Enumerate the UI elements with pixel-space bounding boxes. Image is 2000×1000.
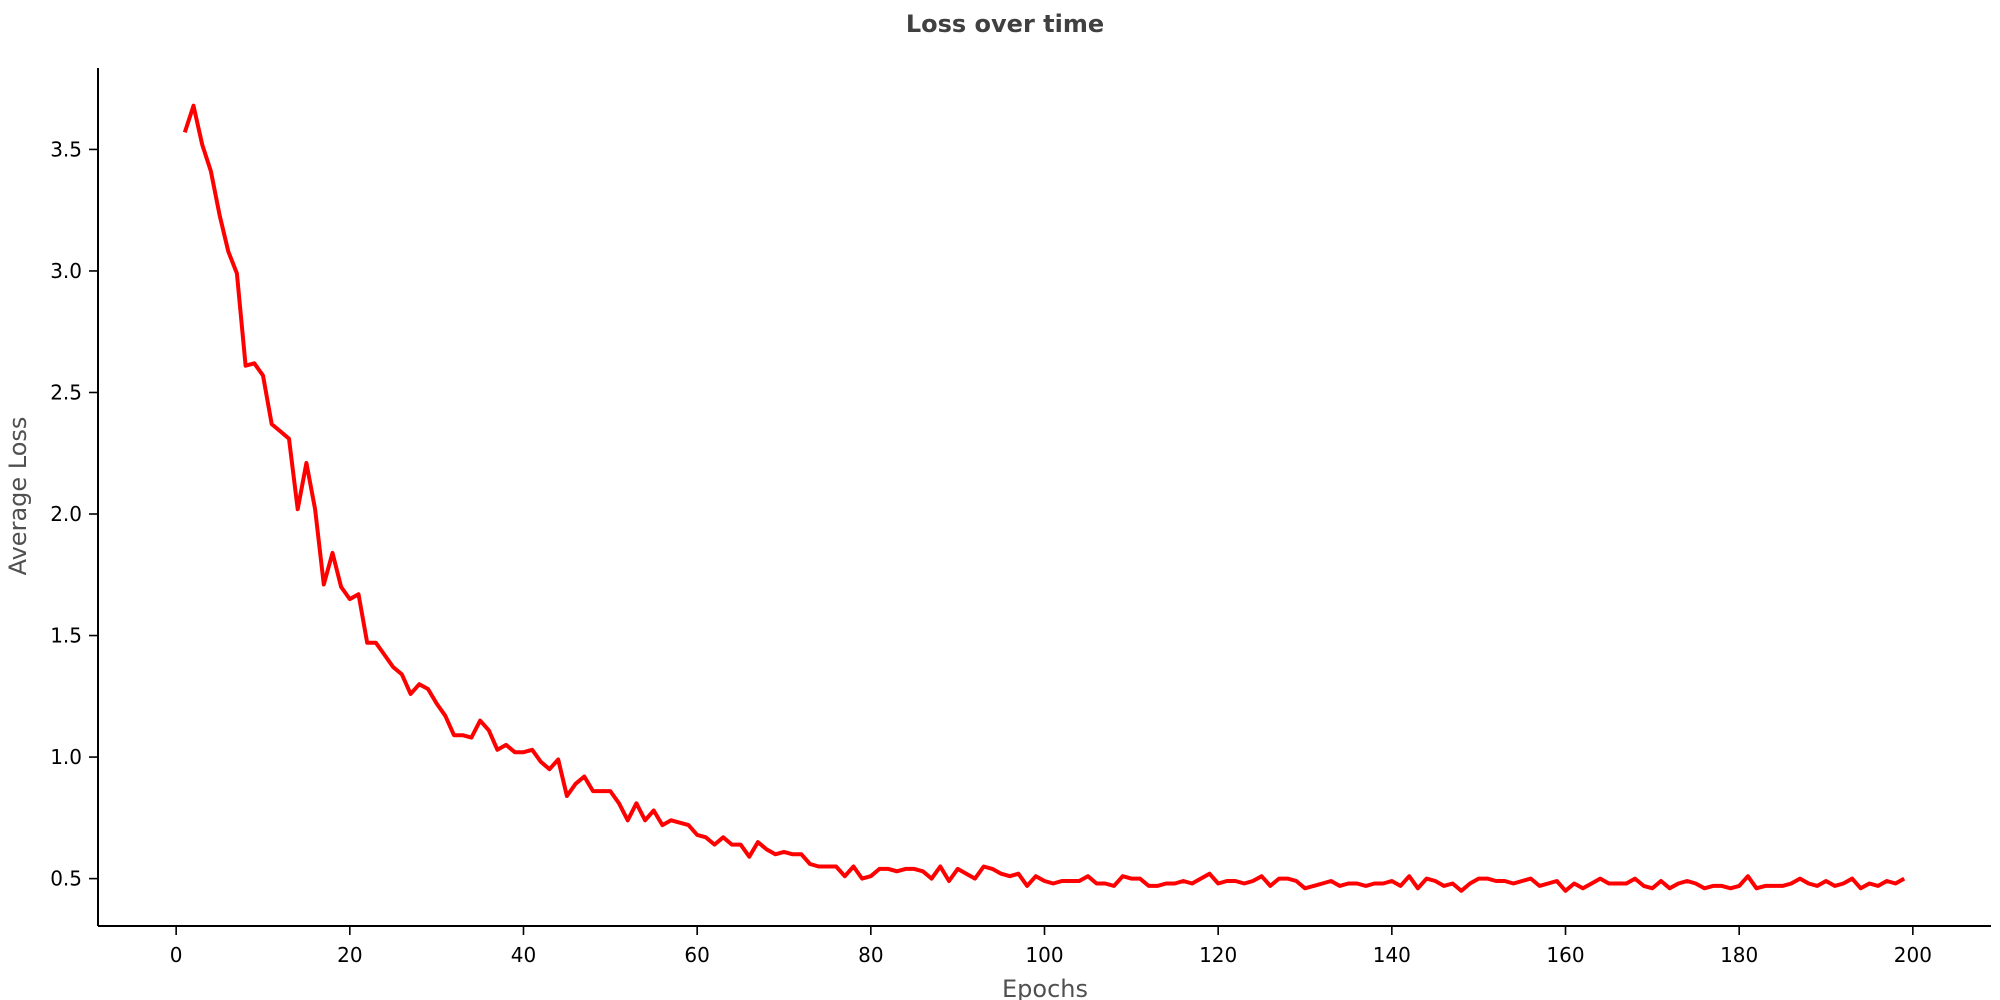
x-tick-label: 60 bbox=[684, 943, 709, 967]
y-tick-label: 3.5 bbox=[50, 137, 82, 161]
x-tick-label: 0 bbox=[170, 943, 183, 967]
x-tick-label: 100 bbox=[1025, 943, 1063, 967]
y-tick-label: 3.0 bbox=[50, 259, 82, 283]
x-axis-label: Epochs bbox=[1002, 975, 1088, 1000]
x-tick-label: 160 bbox=[1546, 943, 1584, 967]
plot-area: 0 20 40 60 80 100 120 140 160 180 200 0.5 1.0 1.5 2.0… bbox=[50, 68, 1991, 967]
x-tick-label: 200 bbox=[1894, 943, 1932, 967]
x-tick-label: 40 bbox=[511, 943, 536, 967]
x-tick-label: 120 bbox=[1199, 943, 1237, 967]
y-tick-label: 0.5 bbox=[50, 867, 82, 891]
x-tick-label: 180 bbox=[1720, 943, 1758, 967]
x-tick-label: 20 bbox=[337, 943, 362, 967]
loss-series-line bbox=[182, 103, 1906, 893]
y-axis-label: Average Loss bbox=[4, 417, 32, 576]
y-tick-label: 2.0 bbox=[50, 502, 82, 526]
y-tick-label: 1.0 bbox=[50, 745, 82, 769]
x-tick-label: 80 bbox=[858, 943, 883, 967]
x-tick-label: 140 bbox=[1373, 943, 1411, 967]
chart-title: Loss over time bbox=[906, 10, 1104, 38]
x-axis-ticks: 0 20 40 60 80 100 120 140 160 180 200 bbox=[170, 926, 1932, 967]
y-tick-label: 2.5 bbox=[50, 380, 82, 404]
y-tick-label: 1.5 bbox=[50, 624, 82, 648]
y-axis-ticks: 0.5 1.0 1.5 2.0 2.5 3.0 3.5 bbox=[50, 137, 98, 891]
